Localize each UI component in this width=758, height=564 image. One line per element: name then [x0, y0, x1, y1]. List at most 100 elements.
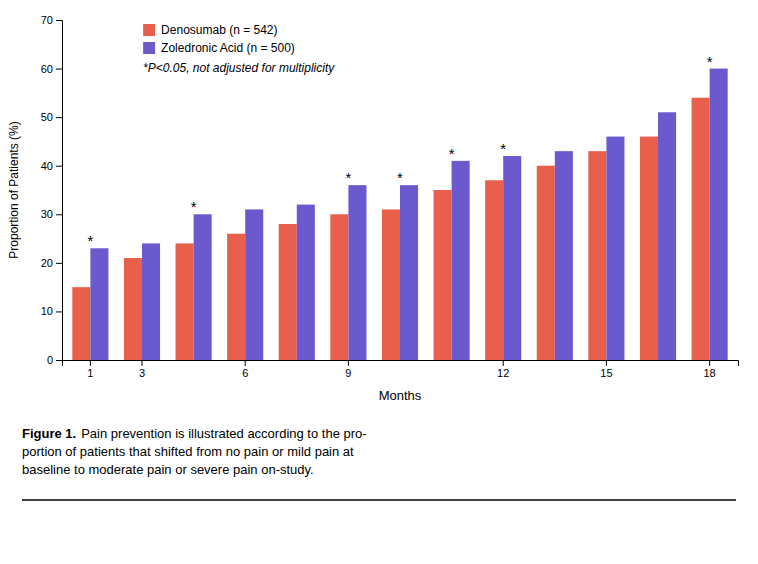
bar: [176, 243, 194, 360]
y-tick-mark: [56, 69, 62, 70]
bar-series: [90, 69, 727, 360]
y-tick: 0: [47, 354, 62, 366]
bar: [658, 112, 676, 360]
x-tick: 12: [497, 360, 509, 379]
x-tick-mark: [90, 360, 91, 366]
x-tick-label: 9: [345, 367, 351, 379]
bar: [194, 214, 212, 360]
x-tick: 6: [242, 360, 248, 379]
bar: [485, 180, 503, 360]
bar-series: [72, 98, 709, 360]
x-tick: 3: [139, 360, 145, 379]
legend-item: Denosumab (n = 542): [143, 23, 277, 37]
bar: [90, 248, 108, 360]
x-tick: 9: [345, 360, 351, 379]
significance-marker: *: [397, 169, 403, 186]
bar: [124, 258, 142, 360]
x-tick-label: 18: [703, 367, 715, 379]
bar: [588, 151, 606, 360]
legend-swatch: [143, 42, 155, 54]
x-axis: 1 3 6 9 12 15 18: [63, 360, 739, 379]
x-tick-mark: [709, 360, 710, 366]
y-tick-mark: [56, 166, 62, 167]
bar: [330, 214, 348, 360]
bar: [382, 209, 400, 360]
bar: [279, 224, 297, 360]
y-axis: 0 10 20 30 40 50 60 70: [41, 14, 63, 366]
y-tick-mark: [56, 263, 62, 264]
x-tick: 1: [87, 360, 93, 379]
plot-area: 1 3 6 9 12 15 18 0 10 20 30 40 50 60 70 Months Proportio…: [7, 14, 739, 403]
bars: [72, 69, 727, 360]
y-tick-label: 70: [41, 14, 53, 26]
bar: [245, 209, 263, 360]
caption: Figure 1. Pain prevention is illustrated …: [22, 426, 367, 477]
x-tick-label: 6: [242, 367, 248, 379]
bar: [606, 137, 624, 360]
y-tick: 20: [41, 257, 62, 269]
y-tick: 10: [41, 305, 62, 317]
legend-swatch: [143, 24, 155, 36]
y-tick-label: 20: [41, 257, 53, 269]
chart: 1 3 6 9 12 15 18 0 10 20 30 40 50 60 70 Months Proportio…: [0, 0, 758, 564]
legend-label: Zoledronic Acid (n = 500): [161, 41, 295, 55]
y-tick: 30: [41, 208, 62, 220]
y-tick-label: 10: [41, 305, 53, 317]
x-tick: 18: [703, 360, 715, 379]
bar: [227, 234, 245, 360]
bar: [555, 151, 573, 360]
legend-label: Denosumab (n = 542): [161, 23, 277, 37]
bar: [142, 243, 160, 360]
bar: [640, 137, 658, 360]
x-axis-title: Months: [379, 388, 422, 403]
bar: [400, 185, 418, 360]
annotations: *******: [87, 53, 712, 250]
bar: [503, 156, 521, 360]
x-tick-label: 1: [87, 367, 93, 379]
bar: [537, 166, 555, 360]
x-tick-mark: [245, 360, 246, 366]
y-tick-mark: [56, 20, 62, 21]
significance-marker: *: [191, 198, 197, 215]
x-tick-mark: [141, 360, 142, 366]
y-tick: 70: [41, 14, 62, 26]
y-tick-label: 40: [41, 160, 53, 172]
y-tick-label: 0: [47, 354, 53, 366]
bar: [72, 287, 90, 360]
caption-line: baseline to moderate pain or severe pain…: [22, 462, 314, 477]
bar: [434, 190, 452, 360]
y-tick-mark: [56, 214, 62, 215]
y-tick-mark: [56, 311, 62, 312]
x-tick-label: 15: [600, 367, 612, 379]
x-tick-mark: [503, 360, 504, 366]
y-tick-label: 50: [41, 111, 53, 123]
bar: [692, 98, 710, 360]
y-tick: 40: [41, 160, 62, 172]
bottom-rule: [22, 499, 736, 501]
x-axis-line: [63, 361, 739, 367]
y-axis-title: Proportion of Patients (%): [7, 121, 21, 258]
caption-line: Pain prevention is illustrated according…: [81, 426, 366, 441]
x-tick-label: 3: [139, 367, 145, 379]
y-tick-label: 30: [41, 208, 53, 220]
x-tick-label: 12: [497, 367, 509, 379]
legend-note: *P<0.05, not adjusted for multiplicity: [143, 61, 335, 75]
significance-marker: *: [500, 140, 506, 157]
y-tick: 50: [41, 111, 62, 123]
y-tick-mark: [56, 117, 62, 118]
x-tick: 15: [600, 360, 612, 379]
y-tick: 60: [41, 63, 62, 75]
x-tick-mark: [606, 360, 607, 366]
x-tick-mark: [348, 360, 349, 366]
significance-marker: *: [707, 53, 713, 70]
caption-line: portion of patients that shifted from no…: [22, 444, 354, 459]
significance-marker: *: [449, 145, 455, 162]
bar: [452, 161, 470, 360]
y-tick-mark: [56, 360, 62, 361]
y-tick-label: 60: [41, 63, 53, 75]
significance-marker: *: [87, 232, 93, 249]
legend-item: Zoledronic Acid (n = 500): [143, 41, 295, 55]
legend: Denosumab (n = 542) Zoledronic Acid (n = …: [143, 23, 335, 75]
caption-label: Figure 1.: [22, 426, 76, 441]
bar: [297, 205, 315, 360]
